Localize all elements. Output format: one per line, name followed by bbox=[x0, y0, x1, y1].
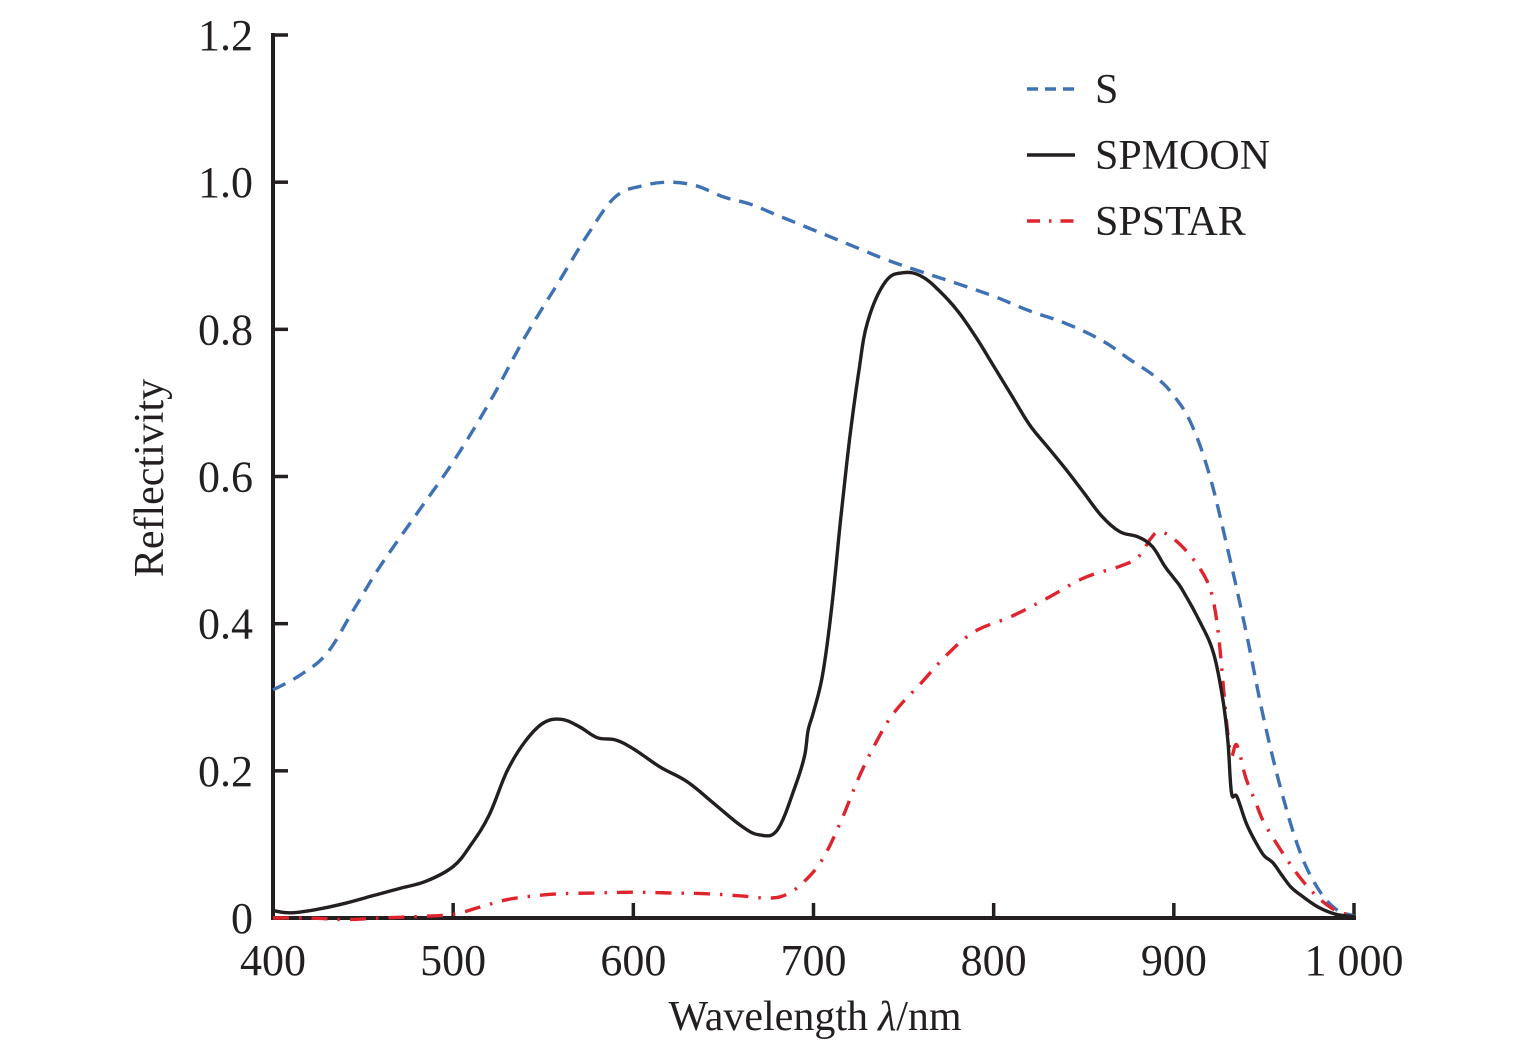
y-tick-label: 0.2 bbox=[198, 747, 253, 796]
x-tick-label: 400 bbox=[240, 936, 306, 985]
series-layer bbox=[272, 180, 1355, 922]
y-axis-title: Reflectivity bbox=[127, 379, 173, 577]
y-ticks: 0 0.2 0.4 0.6 0.8 1.0 1.2 bbox=[198, 11, 288, 943]
legend-item-s: S bbox=[1027, 67, 1118, 113]
x-ticks: 400 500 600 700 800 900 1 000 bbox=[240, 903, 1404, 985]
y-tick-label: 1.0 bbox=[198, 158, 253, 207]
x-axis-title-unit: /nm bbox=[896, 994, 962, 1040]
x-tick-label: 700 bbox=[781, 936, 847, 985]
legend-item-spstar: SPSTAR bbox=[1027, 199, 1246, 245]
y-tick-label: 0.8 bbox=[198, 305, 253, 354]
series-line-s bbox=[272, 180, 1355, 918]
y-tick-label: 0.4 bbox=[198, 600, 253, 649]
x-axis-title-symbol: λ bbox=[876, 994, 896, 1040]
x-tick-label: 900 bbox=[1141, 936, 1207, 985]
x-axis-title: Wavelength λ/nm bbox=[668, 994, 961, 1040]
y-tick-label: 0.6 bbox=[198, 453, 253, 502]
legend-label: S bbox=[1095, 67, 1118, 113]
x-tick-label: 600 bbox=[600, 936, 666, 985]
series-line-spmoon bbox=[272, 270, 1355, 919]
x-axis-title-text: Wavelength bbox=[668, 994, 868, 1040]
legend-label: SPMOON bbox=[1095, 133, 1270, 179]
legend-item-spmoon: SPMOON bbox=[1027, 133, 1270, 179]
legend: S SPMOON SPSTAR bbox=[1027, 67, 1270, 245]
series-line-spstar bbox=[272, 530, 1355, 922]
y-tick-label: 1.2 bbox=[198, 11, 253, 60]
x-tick-label: 500 bbox=[420, 936, 486, 985]
legend-label: SPSTAR bbox=[1095, 199, 1246, 245]
y-tick-label: 0 bbox=[231, 894, 253, 943]
x-tick-label: 800 bbox=[961, 936, 1027, 985]
x-tick-label: 1 000 bbox=[1305, 936, 1404, 985]
